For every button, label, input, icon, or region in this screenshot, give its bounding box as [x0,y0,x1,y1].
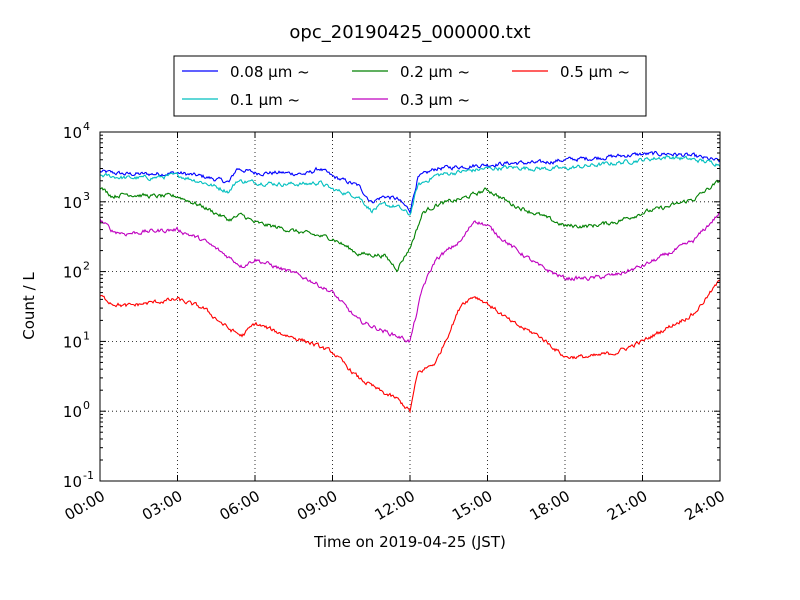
ticks [99,131,721,482]
y-tick-base: 10 [63,403,82,421]
y-tick-exponent: 2 [83,260,90,273]
y-tick-label: 10 [63,264,82,282]
legend-label-4: 0.5 μm ~ [560,63,630,81]
y-tick-base: 10 [63,194,82,212]
y-tick-exponent: 0 [83,399,90,412]
y-tick-label: 10 [63,333,82,351]
y-tick-base: 10 [63,473,82,491]
y-tick-exponent: -1 [83,469,94,482]
legend-label-2: 0.2 μm ~ [400,63,470,81]
y-tick-label: 10 [63,194,82,212]
legend-label-0: 0.08 μm ~ [230,63,310,81]
grid [100,132,720,481]
y-axis-title: Count / L [20,272,38,340]
series-line-3 [99,211,721,344]
y-tick-exponent: 1 [83,329,90,342]
y-tick-exponent: 3 [83,190,90,203]
chart-title: opc_20190425_000000.txt [289,22,530,43]
series-line-4 [99,279,721,414]
x-axis-title: Time on 2019-04-25 (JST) [313,533,506,551]
legend-entries: 0.08 μm ~ 0.1 μm ~ 0.2 μm ~ 0.3 μm ~ 0.5 μm … [182,63,630,109]
legend: 0.08 μm ~ 0.1 μm ~ 0.2 μm ~ 0.3 μm ~ 0.5 μm … [173,55,647,117]
y-tick-label: 10 [63,473,82,491]
y-tick-label: 10 [63,403,82,421]
series-line-2 [99,179,721,273]
series-lines [99,150,721,414]
legend-label-3: 0.3 μm ~ [400,91,470,109]
y-tick-base: 10 [63,333,82,351]
series-line-1 [99,154,721,216]
y-tick-label: 10 [63,124,82,142]
y-tick-base: 10 [63,124,82,142]
series-line-0 [99,150,721,215]
y-tick-base: 10 [63,264,82,282]
y-tick-exponent: 4 [83,120,90,133]
legend-frame [173,55,647,117]
legend-label-1: 0.1 μm ~ [230,91,300,109]
